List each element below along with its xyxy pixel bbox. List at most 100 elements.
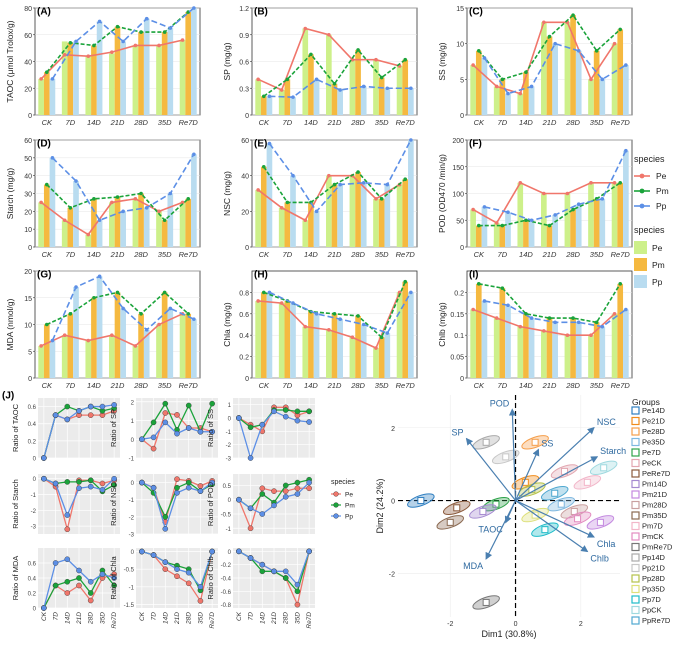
bar-Pp-7D [505,305,511,378]
legend-title: Groups [632,397,660,407]
bar-Pm-7D [499,288,506,378]
point-Pm [64,403,71,410]
bar-Pm-14D [523,220,529,247]
point-Pe-CK [39,200,43,205]
point-Pp [282,568,289,575]
point-Pm-28D [571,316,575,320]
bar-Pe-Re7D [611,182,618,247]
point-Pm-35D [379,335,384,340]
point-Pe-Re7D [397,290,402,295]
y-tick-label: -1.5 [124,603,135,609]
point-Pe [162,566,169,572]
point-Pe-7D [62,333,67,338]
bar-Pe-Re7D [179,313,186,378]
point-Pe-35D [589,77,593,82]
point-Pm-28D [356,170,360,174]
legend-label: Pm [345,503,355,510]
point-Pp [294,491,301,497]
bar-Pm-14D [91,45,97,116]
point-Pe [87,597,94,604]
bar-Pm-35D [378,198,385,247]
y-tick-label: -0.5 [124,568,135,574]
small-plot: -1 0 1 2 Ratio of SP [109,398,218,463]
point-Pp [99,486,106,493]
point-Pp [185,484,192,491]
point-Pp-21D [121,39,125,44]
bar-Pm-28D [138,313,144,378]
bar-Pe-28D [349,59,356,115]
bar-Pp-14D [96,21,103,115]
legend-label: PeCK [642,459,662,468]
x-tick-label: Re7D [209,612,216,629]
bar-Pm-7D [499,225,506,247]
panel-letter: (D) [37,138,51,149]
x-tick-label: 21D [542,381,557,390]
y-tick-label: 0.6 [239,60,249,67]
point-Pp-7D [74,39,78,44]
bar-Pm-35D [593,322,600,378]
y-tick-label: 20 [24,86,32,93]
bar-Pe-28D [349,175,356,247]
loading-arrow-SS [514,448,540,501]
point-Pe [247,525,254,532]
point-Pm-21D [547,316,552,320]
bar-Pe-21D [109,335,115,378]
y-tick-label: -0.5 [221,513,232,519]
bar-Pe-CK [470,309,476,378]
loading-arrow-Chlb [515,500,589,553]
y-tick-label: 5 [460,77,464,84]
point-Pm [209,400,215,407]
bar-Pe-CK [255,300,261,378]
bar-Pe-28D [564,193,571,247]
point-Pm-CK [44,70,49,74]
y-tick-label: -1 [129,498,135,504]
bar-Pe-14D [302,28,309,116]
x-tick-label: 14D [87,118,101,127]
point-Pe-7D [494,221,499,225]
point-Pp-21D [121,306,125,311]
bar-Pp-28D [360,182,367,247]
bar-Pp-CK [49,340,56,378]
point-Pm [185,402,192,409]
point-Pp [259,421,266,428]
point-Pm [162,514,169,520]
bar-Pe-28D [132,198,139,247]
point-Pp [87,483,94,490]
point-Pe-35D [374,346,378,350]
y-tick-label: 0 [245,245,249,252]
y-tick-label: 40 [24,174,32,181]
x-tick-label: -2 [447,621,453,628]
chart-panel-A: 0 20 40 60 80 CK 7D 14D 21D 28D 35D Re7D TAOC (μmol … [5,6,201,127]
bar-Pe-7D [61,220,68,247]
point-Pp-14D [97,19,102,24]
point-Pe [174,476,180,482]
bar-Pm-35D [378,77,385,115]
loading-label-SS: SS [541,439,553,449]
y-axis-title: Ratio of NSC [109,482,118,526]
bar-Pe-14D [517,326,524,378]
bar-Pm-28D [138,193,144,247]
y-axis-title: Ratio of POD [206,481,215,526]
point-Pp [247,455,254,461]
point-Pe-28D [133,197,138,201]
bar-Pp-21D [120,41,126,115]
x-tick-label: 7D [498,381,508,390]
y-tick-label: 0 [33,457,37,463]
point-Pp-Re7D [192,152,196,157]
point-Pp-7D [506,91,510,96]
point-Pp [76,485,82,492]
point-Pe-Re7D [612,181,617,185]
bar-Pm-7D [284,300,291,378]
point-Pp-7D [74,285,78,289]
point-Pp-7D [291,95,295,99]
point-Pe-28D [133,43,138,48]
x-tick-label: 28D [350,118,365,127]
bar-Pm-28D [570,15,576,116]
legend-J: species Pe Pm Pp [331,479,355,521]
y-tick-label: 0.2 [28,592,37,598]
legend-title: species [331,479,355,486]
x-tick-label: 14D [519,381,533,390]
point-Pp [209,428,215,435]
point-Pp [87,578,94,585]
bar-Pm-21D [331,313,338,378]
